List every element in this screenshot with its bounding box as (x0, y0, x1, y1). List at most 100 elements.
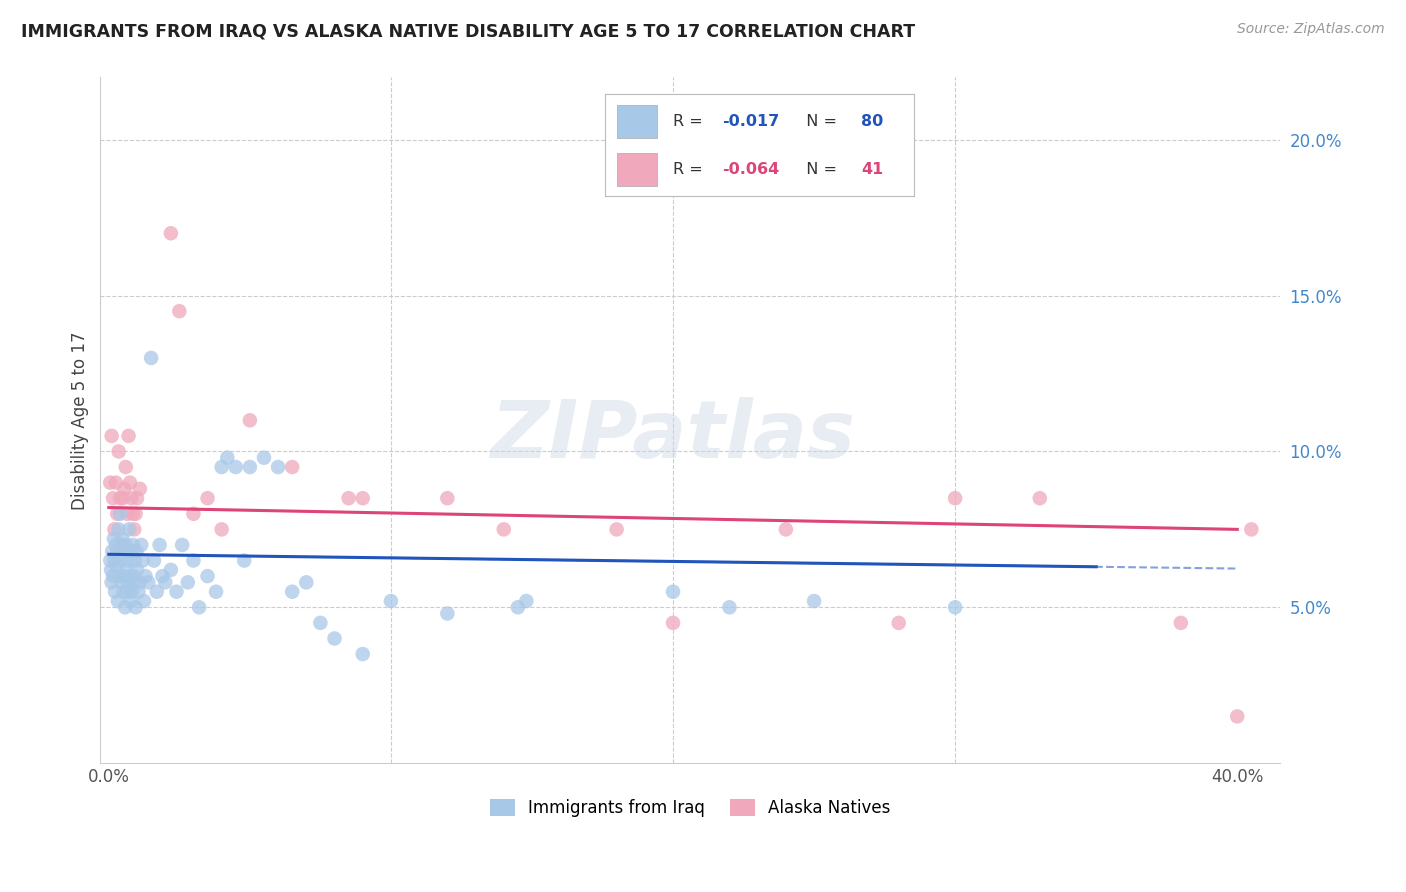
Point (134, 569, 156, 583)
Point (1029, 491, 1052, 506)
Point (125, 491, 148, 506)
Point (117, 553, 139, 567)
Point (115, 507, 138, 521)
Point (98, 475, 121, 490)
Point (103, 532, 125, 546)
Point (107, 594, 129, 608)
Point (943, 491, 966, 506)
Point (107, 444, 129, 458)
Point (108, 507, 131, 521)
Point (211, 460, 233, 475)
Point (309, 615, 332, 630)
Point (122, 575, 145, 590)
Point (139, 351, 162, 365)
Point (606, 522, 628, 536)
Point (100, 563, 122, 577)
Point (120, 491, 142, 506)
Point (124, 600, 146, 615)
Point (352, 491, 374, 506)
Point (211, 522, 233, 536)
Point (122, 522, 145, 536)
Point (943, 600, 966, 615)
Point (267, 460, 290, 475)
Point (197, 569, 219, 583)
Point (436, 491, 458, 506)
Point (118, 522, 141, 536)
Point (105, 559, 128, 574)
Point (112, 544, 135, 558)
Point (197, 491, 219, 506)
Point (662, 584, 685, 599)
Point (114, 600, 136, 615)
FancyBboxPatch shape (617, 153, 657, 186)
Point (111, 532, 134, 546)
Point (183, 507, 205, 521)
Point (100, 575, 122, 590)
Point (515, 594, 537, 608)
Point (122, 569, 145, 583)
Point (121, 584, 143, 599)
Point (217, 450, 239, 465)
Point (124, 507, 146, 521)
Point (136, 575, 159, 590)
Point (152, 569, 174, 583)
Point (121, 507, 143, 521)
Point (105, 507, 128, 521)
Point (101, 491, 124, 506)
Point (177, 575, 200, 590)
Text: R =: R = (672, 162, 707, 178)
Y-axis label: Disability Age 5 to 17: Disability Age 5 to 17 (72, 331, 89, 509)
Point (98, 553, 121, 567)
Point (172, 538, 194, 552)
Point (128, 575, 150, 590)
Point (281, 584, 304, 599)
Point (225, 460, 247, 475)
Point (100, 429, 122, 443)
Text: IMMIGRANTS FROM IRAQ VS ALASKA NATIVE DISABILITY AGE 5 TO 17 CORRELATION CHART: IMMIGRANTS FROM IRAQ VS ALASKA NATIVE DI… (21, 22, 915, 40)
Point (887, 615, 910, 630)
Point (105, 544, 128, 558)
Point (239, 460, 262, 475)
Point (111, 491, 134, 506)
Point (233, 553, 256, 567)
Point (160, 227, 183, 241)
Point (149, 538, 172, 552)
Point (125, 544, 148, 558)
Point (112, 584, 135, 599)
Point (166, 584, 188, 599)
Text: R =: R = (672, 114, 707, 128)
Point (323, 632, 346, 646)
Point (132, 594, 155, 608)
Text: 41: 41 (862, 162, 883, 178)
Point (253, 450, 276, 465)
Point (718, 600, 741, 615)
Point (506, 600, 529, 615)
Text: ZIPatlas: ZIPatlas (491, 397, 855, 475)
Point (101, 544, 124, 558)
Point (103, 522, 125, 536)
Point (110, 553, 132, 567)
Point (103, 553, 125, 567)
Point (380, 594, 402, 608)
Point (775, 522, 797, 536)
Point (492, 522, 515, 536)
Point (115, 584, 138, 599)
Text: -0.064: -0.064 (723, 162, 779, 178)
Text: N =: N = (796, 162, 842, 178)
Point (112, 482, 135, 496)
Point (117, 429, 139, 443)
Point (205, 584, 228, 599)
Point (124, 553, 146, 567)
FancyBboxPatch shape (617, 105, 657, 137)
Text: -0.017: -0.017 (723, 114, 779, 128)
Text: 80: 80 (862, 114, 883, 128)
Point (108, 569, 131, 583)
Point (118, 569, 141, 583)
Point (1240, 522, 1263, 536)
Point (114, 538, 136, 552)
Point (115, 563, 138, 577)
Point (146, 584, 169, 599)
Point (110, 575, 132, 590)
Point (337, 491, 360, 506)
Point (120, 544, 142, 558)
